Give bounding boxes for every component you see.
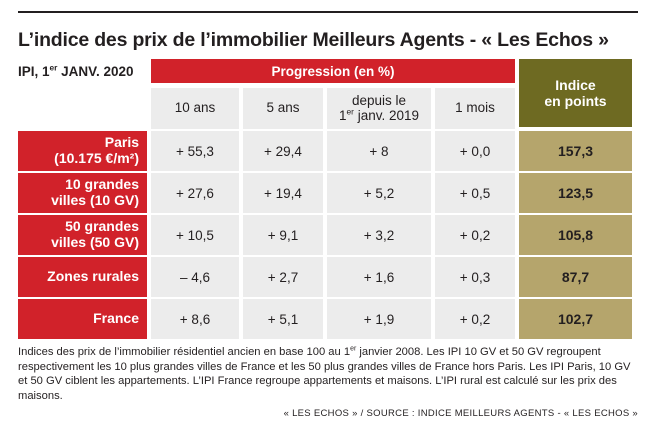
indice-cell: 157,3 [519, 131, 632, 171]
indice-cell: 105,8 [519, 215, 632, 255]
row-label: 10 grandes villes (10 GV) [18, 173, 147, 213]
table-cell: + 8 [327, 131, 431, 171]
table-cell: + 27,6 [151, 173, 239, 213]
table-cell: + 1,9 [327, 299, 431, 339]
row-label: France [18, 299, 147, 339]
table-cell: + 3,2 [327, 215, 431, 255]
table-cell: + 0,3 [435, 257, 515, 297]
table-date-label: IPI, 1er JANV. 2020 [18, 62, 134, 79]
footnote: Indices des prix de l’immobilier résiden… [18, 345, 631, 402]
source-credit: « LES ECHOS » / SOURCE : INDICE MEILLEUR… [283, 408, 638, 419]
page-title: L’indice des prix de l’immobilier Meille… [18, 29, 609, 51]
row-label: Paris (10.175 €/m²) [18, 131, 147, 171]
table-cell: + 10,5 [151, 215, 239, 255]
column-header-1-mois: 1 mois [435, 88, 515, 129]
column-header-10-ans: 10 ans [151, 88, 239, 129]
table-cell: + 55,3 [151, 131, 239, 171]
table-cell: + 1,6 [327, 257, 431, 297]
table-cell: + 5,2 [327, 173, 431, 213]
row-label: Zones rurales [18, 257, 147, 297]
table-cell: + 29,4 [243, 131, 323, 171]
column-header-depuis-2019: depuis le 1er janv. 2019 [327, 88, 431, 129]
column-header-5-ans: 5 ans [243, 88, 323, 129]
table-cell: – 4,6 [151, 257, 239, 297]
progression-header: Progression (en %) [151, 59, 515, 83]
table-cell: + 19,4 [243, 173, 323, 213]
table-cell: + 8,6 [151, 299, 239, 339]
indice-cell: 87,7 [519, 257, 632, 297]
table-cell: + 9,1 [243, 215, 323, 255]
table-cell: + 2,7 [243, 257, 323, 297]
top-rule [18, 11, 638, 13]
indice-header-label: Indice en points [544, 76, 607, 109]
indice-cell: 102,7 [519, 299, 632, 339]
indice-header: Indice en points [519, 59, 632, 127]
table-cell: + 5,1 [243, 299, 323, 339]
row-label: 50 grandes villes (50 GV) [18, 215, 147, 255]
indice-cell: 123,5 [519, 173, 632, 213]
table-cell: + 0,2 [435, 215, 515, 255]
table-cell: + 0,0 [435, 131, 515, 171]
table-cell: + 0,5 [435, 173, 515, 213]
table-cell: + 0,2 [435, 299, 515, 339]
